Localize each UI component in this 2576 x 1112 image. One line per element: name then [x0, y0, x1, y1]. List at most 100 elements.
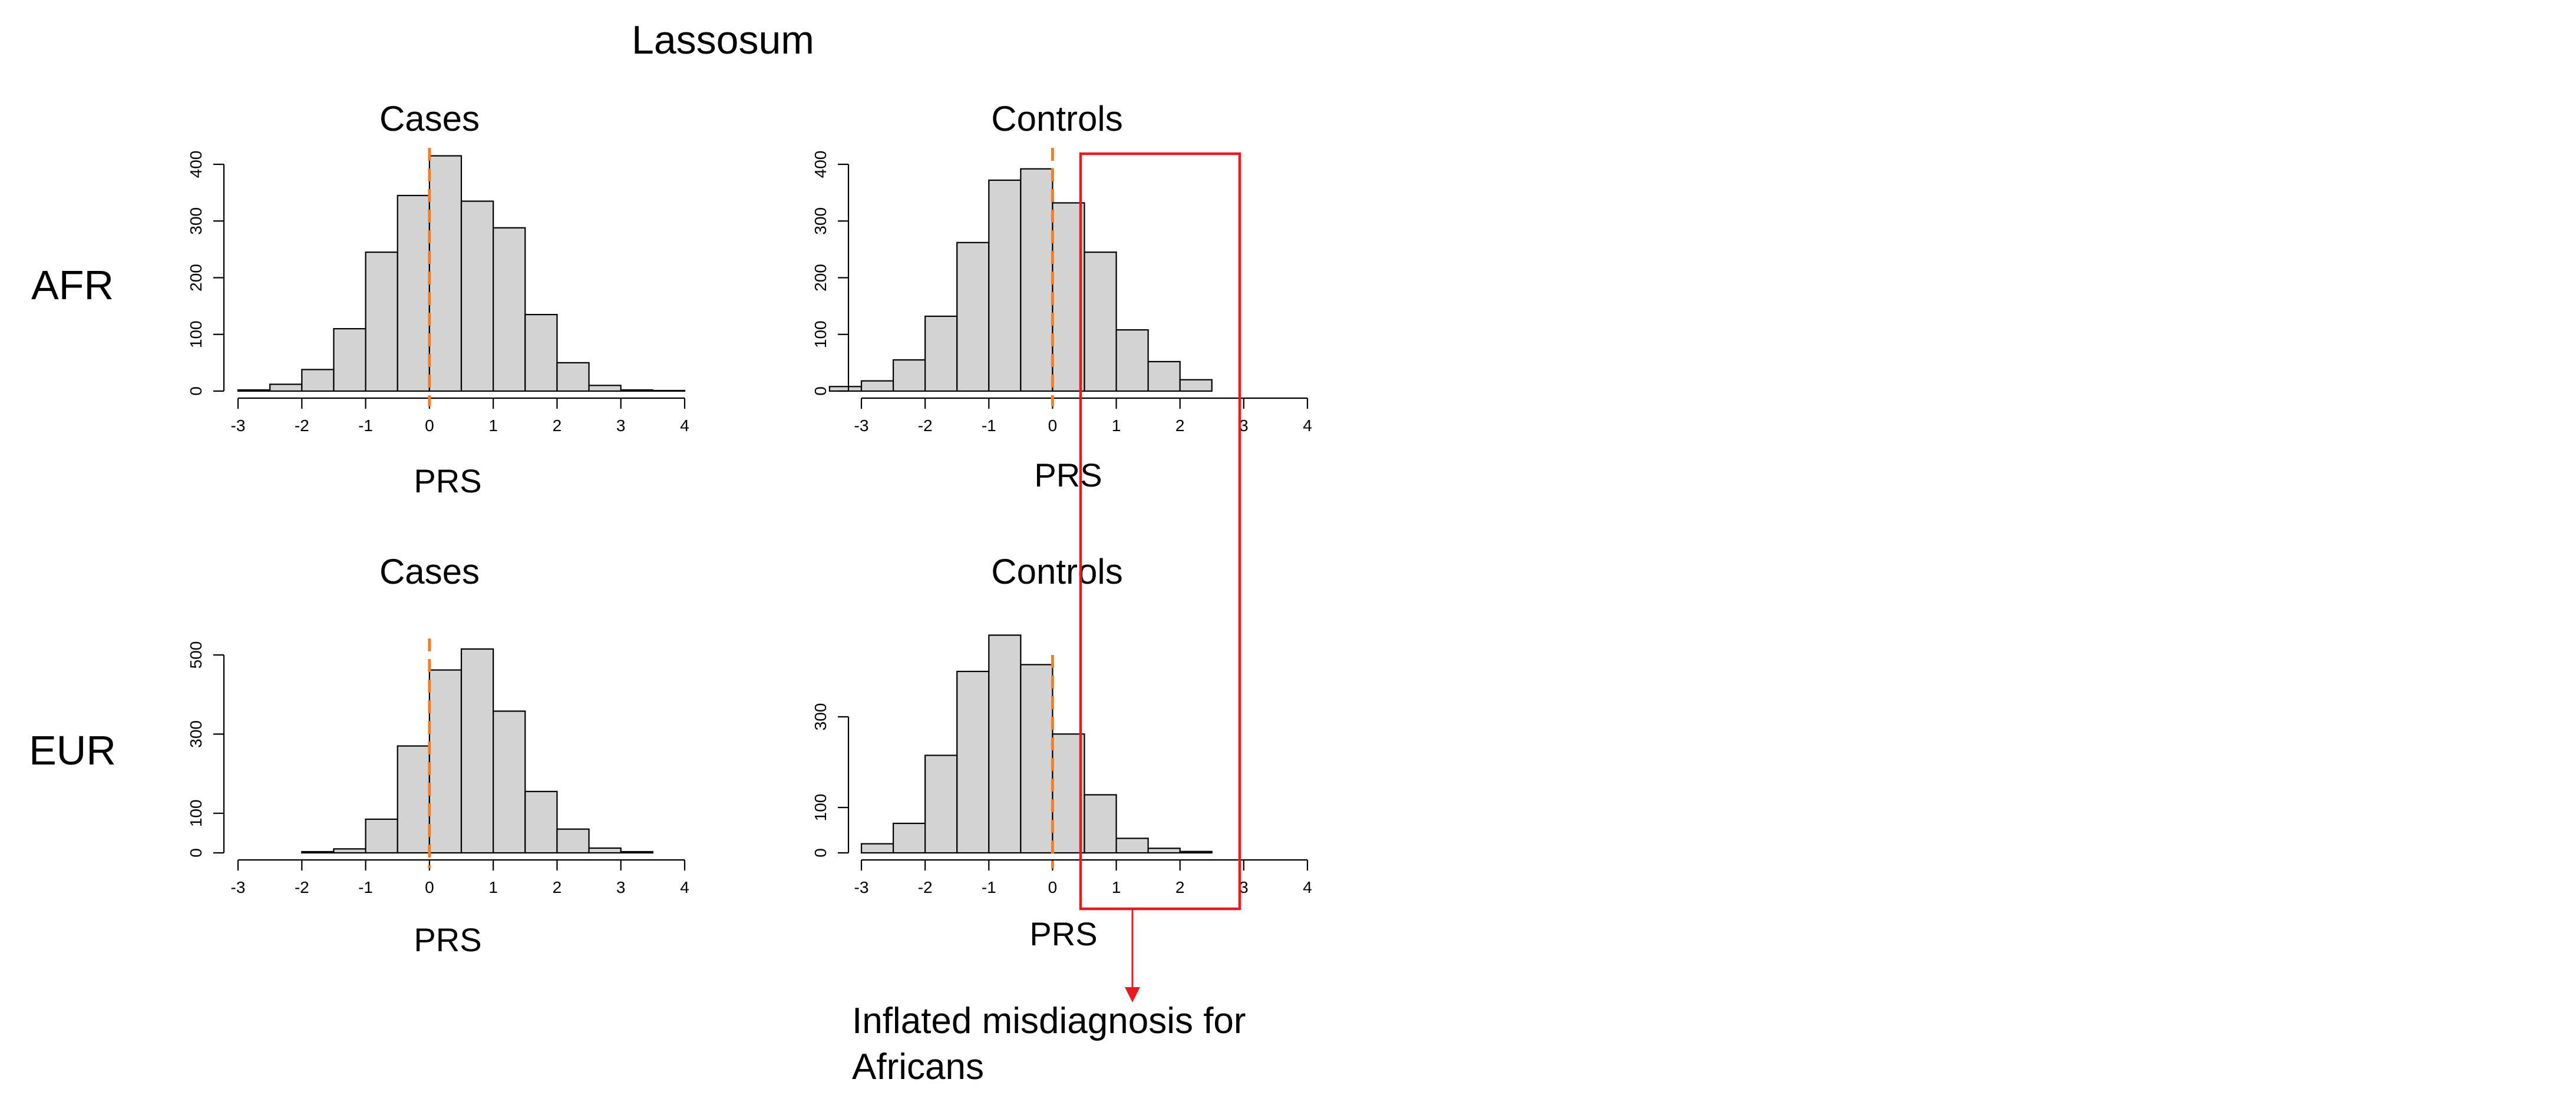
x-tick-label: -1 [982, 878, 996, 896]
x-tick-label: 4 [1303, 878, 1312, 896]
x-tick-label: 1 [1112, 878, 1121, 896]
histogram-bar [460, 200, 494, 392]
histogram-bar [652, 389, 686, 392]
x-axis-label: PRS [1034, 456, 1102, 494]
histogram-bar [1020, 664, 1053, 854]
histogram-bar [1052, 733, 1085, 854]
x-tick-label: -3 [854, 416, 869, 435]
highlight-arrowhead [1125, 987, 1140, 1002]
histogram-bar [924, 315, 958, 392]
x-tick-label: 2 [1175, 878, 1185, 896]
x-tick-label: 1 [1112, 416, 1121, 435]
x-axis-label: PRS [414, 462, 481, 499]
x-tick-label: -1 [982, 416, 996, 435]
x-tick-label: 1 [488, 416, 498, 435]
histogram-panel-eur-controls: Controls -3 -2 -1 0 1 2 3 4 0 100 300 PRS [811, 552, 1312, 952]
panel-title: Cases [379, 99, 480, 138]
histogram-bar [1179, 850, 1213, 854]
histogram-bar [493, 710, 526, 854]
x-tick-label: 0 [425, 416, 434, 435]
histogram-bar [1147, 848, 1181, 854]
y-tick-label: 100 [187, 320, 205, 348]
x-tick-label: 2 [553, 878, 562, 896]
x-tick-label: 3 [1239, 878, 1249, 896]
histogram-bar [301, 850, 335, 854]
y-tick-label: 400 [187, 151, 205, 178]
x-tick-label: -3 [854, 878, 869, 896]
panel-title: Controls [991, 552, 1122, 591]
x-tick-label: 4 [680, 878, 689, 896]
histogram-bar [588, 385, 622, 392]
histogram-bar [524, 790, 558, 854]
x-tick-label: -2 [918, 416, 933, 435]
histogram-bar [956, 241, 990, 392]
histogram-bar [365, 818, 398, 854]
y-tick-label: 300 [187, 207, 205, 235]
row-label-afr: AFR [31, 262, 114, 308]
histogram-bar [397, 745, 430, 854]
histogram-bar [588, 847, 622, 854]
histogram-bar [1147, 360, 1181, 392]
histogram-bar [892, 359, 926, 392]
histogram-bar [1052, 202, 1085, 392]
histogram-bar [556, 828, 590, 854]
histogram-bar [333, 848, 366, 854]
histogram-bar [1084, 794, 1117, 854]
histogram-bar [428, 669, 463, 854]
histogram-bar [1179, 379, 1213, 392]
histogram-bar [556, 362, 590, 392]
histogram-bar [460, 648, 494, 854]
y-tick-label: 400 [811, 151, 830, 178]
histogram-bar [1115, 838, 1149, 854]
x-tick-label: 0 [1048, 878, 1058, 896]
x-tick-label: 4 [1303, 416, 1312, 435]
histogram-bar [828, 386, 863, 392]
y-tick-label: 200 [187, 264, 205, 292]
x-tick-label: 4 [680, 416, 689, 435]
histogram-bar [924, 754, 958, 854]
y-tick-label: 0 [811, 386, 830, 396]
x-tick-label: 2 [553, 416, 562, 435]
histogram-bar [1084, 251, 1117, 392]
histogram-bar [397, 194, 430, 392]
panel-title: Cases [379, 552, 480, 591]
histogram-bar [620, 389, 653, 392]
histogram-bar [301, 369, 335, 392]
x-axis-label: PRS [414, 921, 481, 958]
x-tick-label: -1 [358, 878, 373, 896]
histogram-bar [237, 389, 271, 392]
histogram-bar [428, 155, 463, 392]
y-tick-label: 500 [187, 641, 205, 669]
histogram-bar [988, 179, 1022, 392]
histogram-bar [1115, 329, 1149, 392]
y-tick-label: 100 [187, 799, 205, 827]
histogram-bar [524, 313, 558, 392]
histogram-bar [860, 380, 894, 392]
histogram-panels: Cases-3 -2 -1 0 1 2 3 40100200300400PRSControls… [187, 99, 1312, 958]
x-tick-label: 3 [1239, 416, 1249, 435]
y-tick-label: 300 [187, 720, 205, 748]
y-tick-label: 300 [811, 207, 830, 235]
histogram-bar [988, 634, 1022, 854]
histogram-panel-afr-controls: Controls -3 -2 -1 0 1 2 3 4 0 100 200 300 400 PRS [811, 99, 1312, 494]
x-axis-label: PRS [1029, 915, 1097, 952]
histogram-bar [1020, 168, 1053, 392]
x-tick-label: 0 [1048, 416, 1058, 435]
histogram-bar [493, 227, 526, 392]
histogram-bar [892, 822, 926, 854]
histogram-bar [365, 251, 398, 392]
row-label-eur: EUR [29, 727, 116, 773]
highlight-box [1079, 152, 1241, 911]
x-tick-label: -2 [295, 878, 309, 896]
y-tick-label: 100 [811, 320, 830, 348]
histogram-bar [956, 670, 990, 854]
histogram-bar [860, 843, 894, 854]
y-tick-label: 100 [811, 794, 830, 822]
x-tick-label: -2 [918, 878, 933, 896]
histogram-bar [269, 383, 303, 392]
x-tick-label: -2 [295, 416, 309, 435]
y-tick-label: 0 [811, 848, 830, 858]
histogram-bar [620, 850, 653, 854]
x-tick-label: 3 [616, 416, 626, 435]
